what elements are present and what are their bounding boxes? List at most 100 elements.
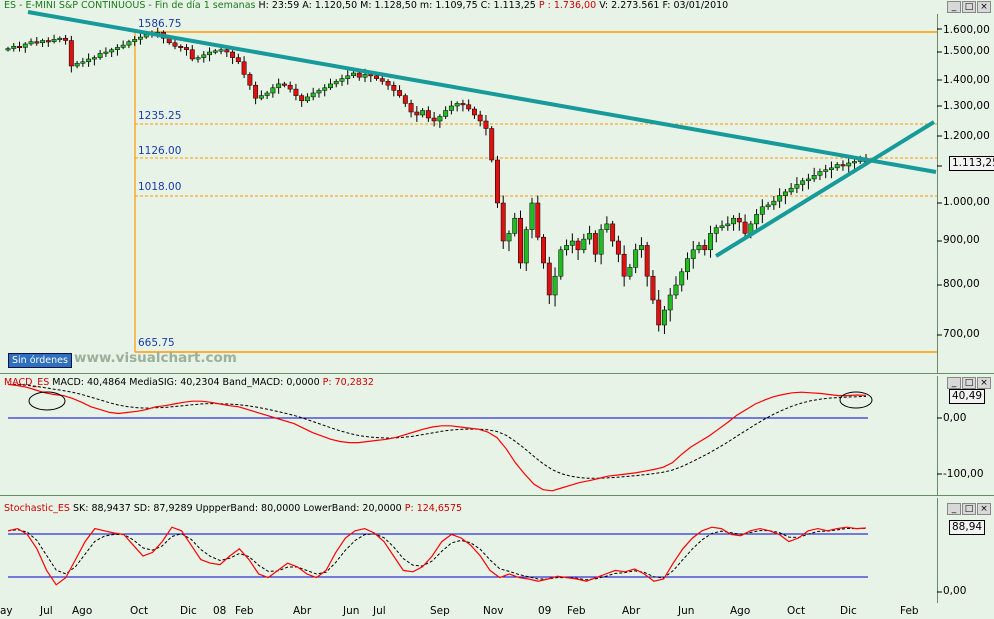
candle-down xyxy=(650,275,656,301)
candle-up xyxy=(765,204,771,208)
macd-title: MACD_ES xyxy=(4,377,50,388)
candle-up xyxy=(351,72,356,77)
maximize-button[interactable]: □ xyxy=(962,377,976,389)
tick-label: 1.400,00 xyxy=(943,74,990,86)
candle-up xyxy=(771,200,777,206)
candle-up xyxy=(564,245,570,251)
candle-down xyxy=(615,240,621,255)
candle-up xyxy=(685,258,690,273)
candle-up xyxy=(448,105,454,111)
candle-up xyxy=(817,171,823,176)
close-button[interactable]: × xyxy=(977,1,991,13)
x-tick-label: Dic xyxy=(180,605,197,617)
macd-signal-line xyxy=(7,383,867,479)
candle-down xyxy=(621,253,627,277)
candle-down xyxy=(460,103,466,106)
candle-up xyxy=(638,245,644,251)
candle-down xyxy=(293,88,299,96)
maximize-button[interactable]: □ xyxy=(962,503,976,515)
candle-down xyxy=(247,74,253,86)
tick-label: 800,00 xyxy=(943,278,980,290)
price-chart xyxy=(0,10,994,374)
candle-down xyxy=(224,49,230,53)
price-pane: ES - E-MINI S&P CONTINUOUS - Fin de día … xyxy=(0,0,994,374)
candle-up xyxy=(362,74,368,78)
stoch-title: Stochastic_ES xyxy=(4,503,70,514)
level-label-665: 665.75 xyxy=(138,337,175,349)
stoch-header: Stochastic_ES SK: 88,9437 SD: 87,9289 Up… xyxy=(4,503,462,514)
candle-down xyxy=(356,72,362,78)
x-tick-label: Nov xyxy=(483,605,504,617)
candle-down xyxy=(535,202,541,238)
candle-up xyxy=(5,48,11,51)
tick-label: 700,00 xyxy=(943,328,980,340)
macd-header: MACD_ES MACD: 40,4864 MediaSIG: 40,2304 … xyxy=(4,377,374,388)
watermark: www.visualchart.com xyxy=(74,350,237,366)
period-label: Fin de día 1 semanas xyxy=(154,0,256,11)
minimize-button[interactable]: _ xyxy=(947,503,961,515)
candle-up xyxy=(523,229,529,264)
candle-up xyxy=(667,294,673,311)
candle-down xyxy=(235,57,241,63)
candle-up xyxy=(218,49,224,52)
close-button[interactable]: × xyxy=(977,377,991,389)
candle-up xyxy=(28,41,34,45)
candle-down xyxy=(184,47,189,50)
candle-up xyxy=(823,169,829,172)
candle-up xyxy=(811,175,817,180)
candle-down xyxy=(281,83,287,86)
macd-line xyxy=(7,383,867,492)
x-tick-label: Dic xyxy=(840,605,857,617)
candle-down xyxy=(414,111,420,116)
candle-down xyxy=(742,221,748,234)
last-price-label: 1.113,25 xyxy=(949,156,994,171)
candle-down xyxy=(241,61,247,75)
macd-window-controls: _ □ × xyxy=(947,377,991,389)
x-tick-label: 08 xyxy=(213,605,227,617)
macd-values: MACD: 40,4864 MediaSIG: 40,2304 Band_MAC… xyxy=(52,377,320,388)
candle-up xyxy=(339,78,345,82)
macd-pane: MACD_ES MACD: 40,4864 MediaSIG: 40,2304 … xyxy=(0,376,994,496)
price-window-controls: _ □ × xyxy=(947,1,991,13)
candle-up xyxy=(137,36,143,40)
macd-last-label: 40,49 xyxy=(949,389,986,404)
candle-up xyxy=(120,44,126,48)
candle-up xyxy=(316,90,322,94)
highlight-ellipse-left xyxy=(28,391,66,411)
minimize-button[interactable]: _ xyxy=(947,377,961,389)
x-tick-label: Ago xyxy=(72,605,93,617)
candle-up xyxy=(264,92,270,96)
candle-up xyxy=(782,191,788,196)
candle-up xyxy=(506,233,512,242)
orders-button[interactable]: Sin órdenes xyxy=(8,353,72,368)
x-tick-label: Feb xyxy=(235,605,254,617)
candle-up xyxy=(345,75,351,79)
stoch-chart xyxy=(7,498,942,603)
close-button[interactable]: × xyxy=(977,503,991,515)
level-label-1018: 1018.00 xyxy=(138,181,182,193)
candle-down xyxy=(495,159,500,204)
stoch-window-controls: _ □ × xyxy=(947,503,991,515)
minimize-button[interactable]: _ xyxy=(947,1,961,13)
candle-up xyxy=(846,162,852,167)
candle-up xyxy=(662,309,667,326)
candle-down xyxy=(575,240,581,251)
candle-down xyxy=(431,117,437,122)
candle-down xyxy=(230,51,236,58)
candle-up xyxy=(713,227,719,234)
candle-up xyxy=(57,37,63,40)
x-tick-label: Abr xyxy=(293,605,312,617)
candle-down xyxy=(287,84,293,90)
level-label-1586: 1586.75 xyxy=(138,18,182,30)
maximize-button[interactable]: □ xyxy=(962,1,976,13)
candle-down xyxy=(45,40,51,43)
tick-label: 1.000,00 xyxy=(943,196,990,208)
candle-down xyxy=(702,245,708,251)
candle-up xyxy=(276,83,282,89)
macd-tick-label: -100,00 xyxy=(943,468,984,480)
candle-down xyxy=(189,49,195,60)
candle-down xyxy=(541,236,546,264)
candle-up xyxy=(91,57,97,60)
volume-date: V: 2.273.561 F: 03/01/2010 xyxy=(599,0,729,11)
candle-up xyxy=(673,284,679,296)
